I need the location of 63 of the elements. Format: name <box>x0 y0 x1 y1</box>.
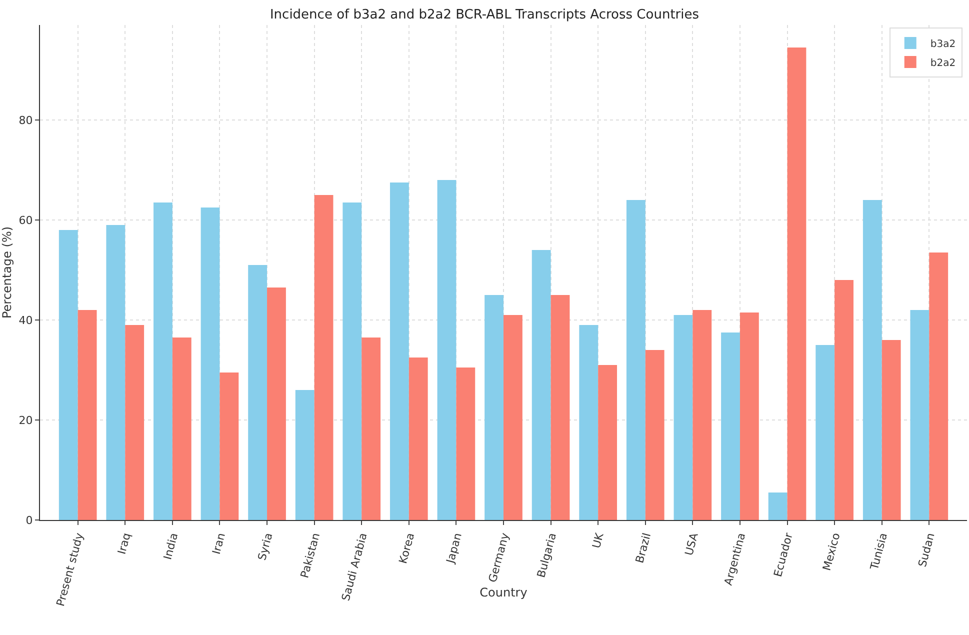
x-axis-title: Country <box>480 586 528 600</box>
y-tick-label: 80 <box>18 114 33 127</box>
bar <box>172 338 192 520</box>
legend-label: b3a2 <box>930 38 956 50</box>
x-tick-label: Iraq <box>115 532 134 556</box>
x-tick-label: Ecuador <box>771 531 796 578</box>
y-tick-label: 0 <box>26 514 33 527</box>
bar <box>437 180 456 520</box>
bar <box>456 368 476 520</box>
y-tick-label: 60 <box>18 214 33 227</box>
bar <box>929 252 948 520</box>
x-tick-label: USA <box>682 531 702 557</box>
bar <box>910 310 930 520</box>
bar <box>390 182 409 520</box>
bar <box>248 265 268 520</box>
bar <box>408 358 428 520</box>
x-tick-label: Brazil <box>633 532 654 565</box>
bar <box>626 200 646 520</box>
y-tick-label: 20 <box>18 414 33 427</box>
x-tick-label: Present study <box>54 531 86 608</box>
x-tick-label: India <box>161 532 181 561</box>
bar <box>598 365 618 520</box>
bar <box>787 48 806 520</box>
bar <box>220 372 239 520</box>
bar <box>106 225 126 520</box>
y-axis-title: Percentage (%) <box>0 226 14 319</box>
bar <box>125 325 144 520</box>
bar <box>78 310 97 520</box>
bar <box>816 345 835 520</box>
bar <box>740 312 759 520</box>
chart-title: Incidence of b3a2 and b2a2 BCR-ABL Transcripts Across Countries <box>270 8 700 23</box>
bar <box>200 208 220 520</box>
bar <box>362 338 381 520</box>
x-tick-label: Iran <box>210 532 228 556</box>
bar <box>314 195 334 520</box>
bar <box>768 492 788 520</box>
bar <box>154 202 172 520</box>
x-tick-label: Korea <box>396 532 418 566</box>
bar <box>882 340 901 520</box>
x-tick-label: UK <box>590 530 607 550</box>
bar <box>532 250 551 520</box>
x-tick-label: Japan <box>444 532 464 566</box>
bar <box>267 288 286 520</box>
bar <box>579 325 598 520</box>
bar <box>550 295 570 520</box>
bar <box>58 230 78 520</box>
bar <box>295 390 314 520</box>
legend-label: b2a2 <box>930 58 956 69</box>
bar <box>674 315 693 520</box>
x-tick-label: Syria <box>255 532 276 562</box>
y-tick-label: 40 <box>18 314 33 327</box>
bar <box>484 295 504 520</box>
bar <box>721 332 740 520</box>
bar <box>834 280 854 520</box>
bar <box>862 200 882 520</box>
bar <box>645 350 664 520</box>
x-tick-label: Mexico <box>820 531 843 572</box>
x-tick-label: Tunisia <box>868 532 890 572</box>
bar <box>504 315 522 520</box>
x-tick-label: Saudi Arabia <box>339 532 370 602</box>
x-tick-label: Sudan <box>916 532 938 568</box>
bar <box>342 202 362 520</box>
bar <box>692 310 712 520</box>
